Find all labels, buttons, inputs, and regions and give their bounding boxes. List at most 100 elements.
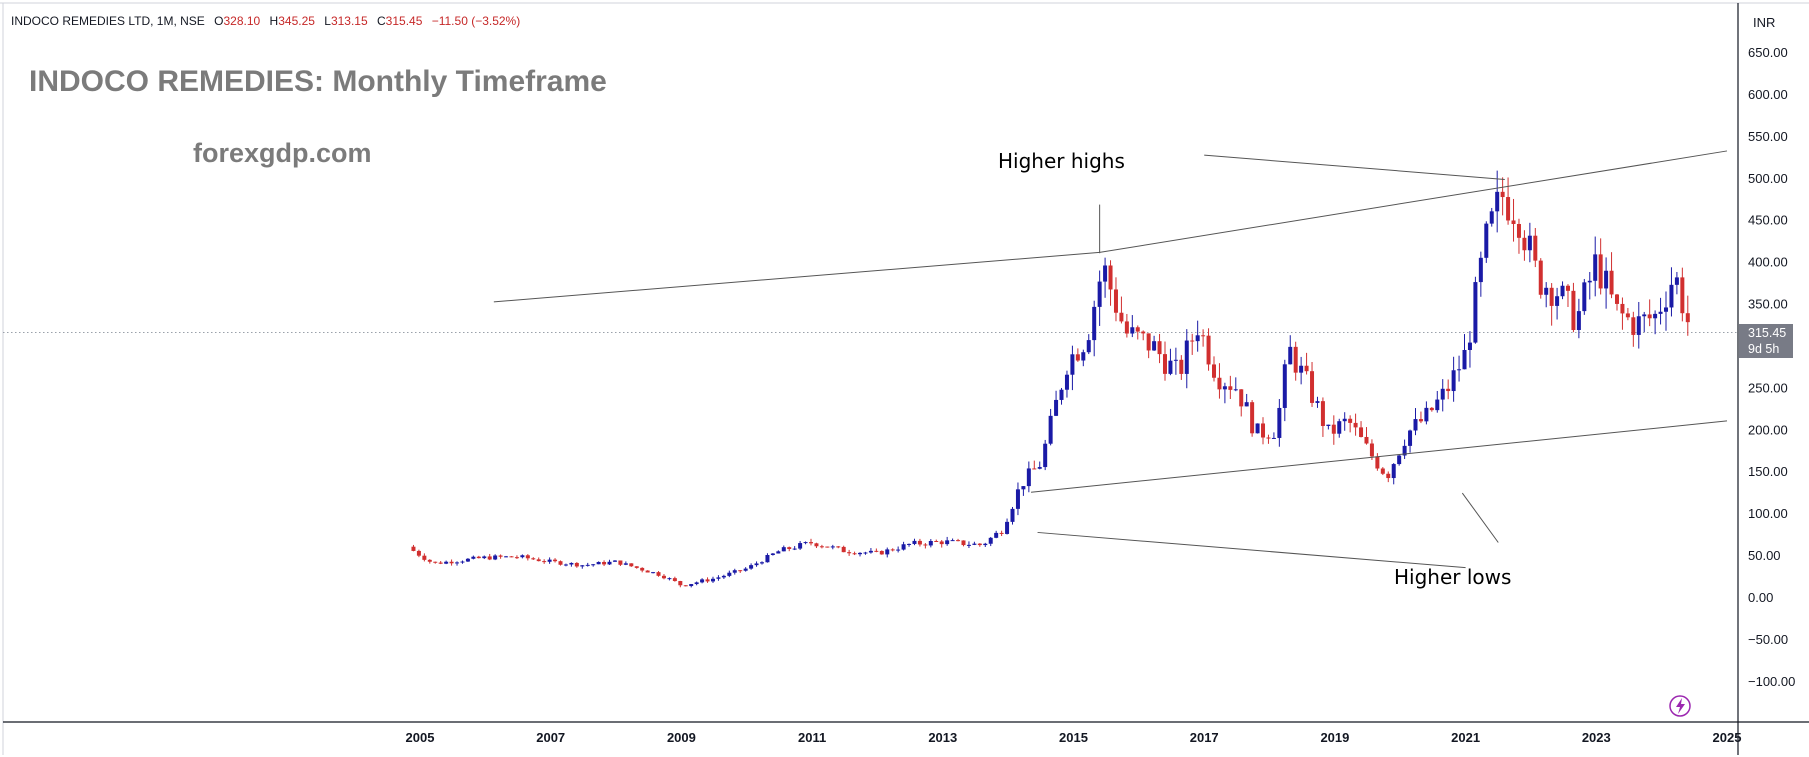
candle-body — [656, 572, 661, 576]
price-tick-label[interactable]: 600.00 — [1748, 87, 1788, 102]
candle-body — [1604, 270, 1609, 289]
candle-body — [1075, 354, 1080, 361]
candle-body — [433, 561, 438, 563]
candle-body — [759, 562, 764, 564]
candle-body — [901, 544, 906, 550]
candle-body — [988, 537, 993, 544]
candle-body — [1288, 346, 1293, 365]
candle-body — [1310, 371, 1315, 403]
change-value: −11.50 (−3.52%) — [432, 14, 521, 28]
time-tick-label[interactable]: 2015 — [1059, 730, 1088, 745]
price-tick-label[interactable]: 100.00 — [1748, 506, 1788, 521]
price-tick-label[interactable]: 550.00 — [1748, 129, 1788, 144]
time-tick-label[interactable]: 2019 — [1320, 730, 1349, 745]
annotation-leader-line[interactable] — [1461, 492, 1499, 543]
candle-body — [1609, 270, 1614, 295]
annotation-leader-line[interactable] — [1204, 154, 1505, 180]
price-tick-label[interactable]: 250.00 — [1748, 380, 1788, 395]
candle-body — [471, 556, 476, 559]
trendline-layer[interactable] — [493, 150, 1728, 569]
candle-body — [1664, 307, 1669, 312]
candle-body — [1032, 468, 1037, 470]
price-axis-labels[interactable]: 650.00 600.00 550.00 500.00 450.00 400.00 350.… — [1748, 45, 1795, 689]
candle-body — [1119, 312, 1124, 322]
candle-body — [1342, 418, 1347, 422]
candle-body — [803, 542, 808, 544]
candle-body — [1413, 419, 1418, 431]
candle-body — [858, 552, 863, 555]
time-tick-label[interactable]: 2021 — [1451, 730, 1480, 745]
candle-body — [809, 542, 814, 544]
time-tick-label[interactable]: 2017 — [1190, 730, 1219, 745]
candle-body — [645, 570, 650, 573]
trendline[interactable] — [493, 251, 1100, 303]
candle-body — [863, 552, 868, 554]
annotation-higher-lows[interactable]: Higher lows — [1394, 565, 1511, 589]
time-tick-label[interactable]: 2005 — [406, 730, 435, 745]
price-tick-label[interactable]: 350.00 — [1748, 297, 1788, 312]
candle-body — [1021, 486, 1026, 490]
price-tick-label[interactable]: 150.00 — [1748, 464, 1788, 479]
candle-body — [574, 562, 579, 567]
candle-body — [1680, 277, 1685, 314]
candle-body — [1059, 389, 1064, 400]
price-tick-label[interactable]: 0.00 — [1748, 590, 1773, 605]
candle-body — [607, 561, 612, 565]
candle-body — [1587, 280, 1592, 283]
candle-body — [455, 562, 460, 564]
annotation-higher-highs[interactable]: Higher highs — [998, 149, 1125, 173]
price-tick-label[interactable]: 500.00 — [1748, 171, 1788, 186]
candle-body — [1408, 430, 1413, 446]
candle-body — [1141, 331, 1146, 334]
candle-body — [1097, 281, 1102, 307]
candle-body — [427, 559, 432, 562]
time-tick-label[interactable]: 2023 — [1582, 730, 1611, 745]
candle-body — [618, 560, 623, 565]
candle-body — [1162, 354, 1167, 374]
price-tick-label[interactable]: 200.00 — [1748, 422, 1788, 437]
time-tick-label[interactable]: 2013 — [928, 730, 957, 745]
price-tick-label[interactable]: −100.00 — [1748, 674, 1795, 689]
candle-body — [1037, 467, 1042, 469]
candle-body — [1636, 316, 1641, 335]
candle-body — [1190, 340, 1195, 342]
candle-body — [1478, 257, 1483, 283]
candle-body — [1222, 386, 1227, 390]
candle-body — [977, 543, 982, 546]
candle-body — [465, 558, 470, 562]
candle-body — [956, 540, 961, 542]
flash-icon[interactable] — [1669, 695, 1691, 717]
candle-body — [1457, 369, 1462, 371]
currency-label[interactable]: INR — [1753, 15, 1775, 30]
price-tick-label[interactable]: 450.00 — [1748, 213, 1788, 228]
candle-body — [1184, 340, 1189, 374]
candle-body — [1130, 327, 1135, 334]
candle-body — [416, 550, 421, 556]
price-tick-label[interactable]: 400.00 — [1748, 255, 1788, 270]
trendline[interactable] — [1030, 420, 1728, 493]
candle-body — [1277, 407, 1282, 438]
time-axis-labels[interactable]: 2005 2007 2009 2011 2013 2015 2017 2019 2021 2023… — [406, 730, 1742, 745]
annotation-leader-line[interactable] — [1037, 531, 1466, 569]
candle-body — [1315, 401, 1320, 403]
time-tick-label[interactable]: 2025 — [1713, 730, 1742, 745]
time-tick-label[interactable]: 2009 — [667, 730, 696, 745]
candle-body — [476, 556, 481, 559]
trendline[interactable] — [1099, 150, 1728, 253]
candle-body — [885, 549, 890, 555]
price-tick-label[interactable]: 650.00 — [1748, 45, 1788, 60]
time-tick-label[interactable]: 2011 — [798, 730, 826, 745]
candle-body — [852, 553, 857, 555]
candle-body — [994, 532, 999, 538]
candle-body — [1533, 235, 1538, 261]
candle-body — [596, 561, 601, 565]
time-tick-label[interactable]: 2007 — [536, 730, 565, 745]
price-tick-label[interactable]: −50.00 — [1748, 632, 1788, 647]
price-tick-label[interactable]: 50.00 — [1748, 548, 1781, 563]
candle-body — [525, 555, 530, 559]
candle-body — [907, 543, 912, 545]
candle-body — [1620, 303, 1625, 314]
candle-body — [1261, 423, 1266, 438]
